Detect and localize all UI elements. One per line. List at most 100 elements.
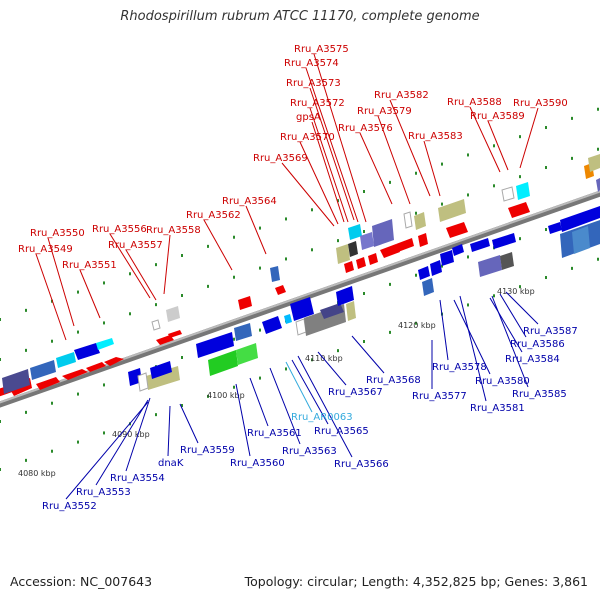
gene-label: Rru_A3575 — [294, 44, 349, 55]
reverse-gene-labels: Rru_A3552 Rru_A3553 Rru_A3554 dnaK Rru_A… — [42, 326, 578, 512]
gene-label: gpsA — [296, 112, 321, 123]
gene-label: Rru_A3576 — [338, 123, 393, 134]
gene-label: Rru_A3550 — [30, 228, 85, 239]
label-connector-line — [359, 132, 393, 205]
label-connector-line — [235, 383, 251, 457]
genome-map: 4080 kbp 4090 kbp 4100 kbp 4110 kbp 4120… — [0, 44, 600, 512]
gene-label: Rru_A3572 — [290, 98, 345, 109]
label-connector-line — [269, 367, 301, 445]
gene-label: Rru_A3561 — [247, 428, 302, 439]
gene-label: Rru_A3553 — [76, 487, 131, 498]
gene-label: Rru_A3566 — [334, 459, 389, 470]
gene-label: Rru_A3586 — [510, 339, 565, 350]
label-connector-line — [487, 120, 509, 171]
label-connector-line — [313, 53, 367, 223]
gene-label: Rru_A3578 — [432, 362, 487, 373]
label-connector-line — [65, 401, 149, 500]
gene-label: Rru_A3589 — [470, 111, 525, 122]
kbp-tick-label: 4080 kbp — [18, 469, 56, 478]
kbp-tick-label: 4100 kbp — [207, 391, 245, 400]
kbp-tick-label: 4120 kbp — [398, 321, 436, 330]
label-connector-line — [489, 297, 523, 353]
gene-label: Rru_A3564 — [222, 196, 277, 207]
label-connector-line — [423, 140, 441, 197]
gene-label: Rru_A3563 — [282, 446, 337, 457]
label-connector-line — [309, 87, 355, 221]
gene-label: Rru_A3590 — [513, 98, 568, 109]
gene-label: Rru_A3577 — [412, 391, 467, 402]
kbp-labels: 4080 kbp 4090 kbp 4100 kbp 4110 kbp 4120… — [18, 287, 535, 478]
kbp-tick-label: 4090 kbp — [112, 430, 150, 439]
label-connector-line — [389, 99, 431, 197]
gene-label: Rru_A3580 — [475, 376, 530, 387]
gene-label: Rru_A3584 — [505, 354, 560, 365]
label-connector-line — [125, 249, 157, 301]
gene-label: Rru_A3579 — [357, 106, 412, 117]
label-connector-line — [439, 299, 449, 361]
label-connector-line — [499, 293, 527, 338]
label-connector-line — [109, 233, 151, 299]
label-connectors — [35, 53, 539, 500]
gene-label: Rru_A3583 — [408, 131, 463, 142]
gene-label: Rru_A3562 — [186, 210, 241, 221]
label-connector-line — [163, 234, 171, 295]
label-connector-line — [281, 162, 335, 227]
label-connector-line — [35, 253, 67, 341]
label-connector-line — [311, 121, 345, 223]
label-connector-line — [47, 237, 75, 327]
label-connector-line — [317, 351, 347, 386]
label-connector-line — [505, 291, 539, 325]
label-connector-line — [297, 355, 353, 458]
gene-label: Rru_A3569 — [253, 153, 308, 164]
label-connector-line — [95, 399, 149, 486]
label-connector-line — [167, 405, 171, 457]
gene-label: Rru_A3558 — [146, 225, 201, 236]
label-connector-line — [179, 403, 199, 444]
label-connector-line — [309, 107, 349, 223]
gene-label: Rru_A3552 — [42, 501, 97, 512]
gene-label: Rru_A3573 — [286, 78, 341, 89]
label-connector-line — [491, 295, 529, 388]
label-connector-line — [299, 141, 339, 225]
label-connector-line — [79, 269, 101, 319]
label-connector-line — [469, 106, 501, 173]
label-connector-line — [125, 397, 151, 472]
label-connector-line — [519, 107, 539, 169]
label-connector-line — [291, 359, 329, 425]
gene-label: Rru_A3581 — [470, 403, 525, 414]
gene-label: Rru_A3588 — [447, 97, 502, 108]
label-connector-line — [453, 299, 491, 375]
gene-label: Rru_A3585 — [512, 389, 567, 400]
kbp-tick-label: 4130 kbp — [497, 287, 535, 296]
gene-label: Rru_A3570 — [280, 132, 335, 143]
label-connector-line — [249, 377, 269, 427]
gene-label: Rru_A3554 — [110, 473, 165, 484]
gene-label: Rru_A3574 — [284, 58, 339, 69]
gene-label: Rru_A3557 — [108, 240, 163, 251]
gene-label: Rru_A3549 — [18, 244, 73, 255]
label-connector-line — [305, 67, 359, 223]
reverse-strand-genes — [128, 206, 600, 392]
topology-text: Topology: circular; Length: 4,352,825 bp… — [244, 574, 588, 589]
gene-label: Rru_A3556 — [92, 224, 147, 235]
gene-label: Rru_A3565 — [314, 426, 369, 437]
forward-gene-labels: Rru_A3550 Rru_A3549 Rru_A3551 Rru_A3556 … — [18, 44, 568, 271]
gene-label: Rru_A3560 — [230, 458, 285, 469]
label-connector-line — [377, 115, 411, 205]
label-connector-line — [285, 361, 313, 413]
label-connector-line — [203, 219, 233, 271]
gene-label: Rru_A3567 — [328, 387, 383, 398]
gene-label: Rru_A3587 — [523, 326, 578, 337]
label-connector-line — [245, 205, 267, 255]
gene-label: Rru_A3568 — [366, 375, 421, 386]
gene-label: dnaK — [158, 458, 184, 469]
gene-label: Rru_A3551 — [62, 260, 117, 271]
gene-label: Rru_A3582 — [374, 90, 429, 101]
accession-text: Accession: NC_007643 — [10, 574, 153, 589]
forward-strand-genes — [0, 154, 600, 397]
rna-gene-label: Rru_AR0063 — [291, 412, 353, 423]
label-connector-line — [459, 295, 487, 402]
gene-label: Rru_A3559 — [180, 445, 235, 456]
map-title: Rhodospirillum rubrum ATCC 11170, comple… — [120, 9, 480, 24]
